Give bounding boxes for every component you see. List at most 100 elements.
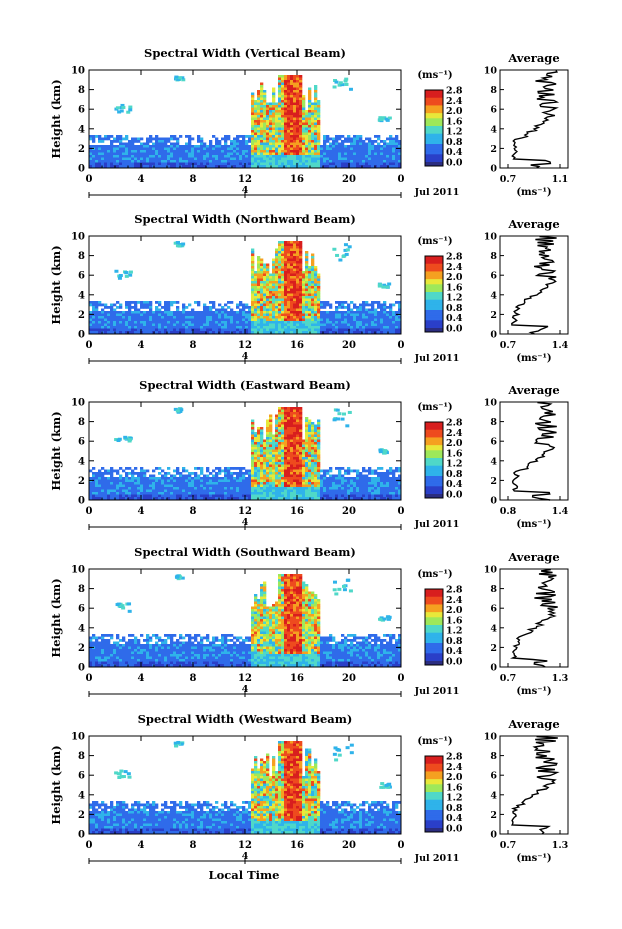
colorbar-tick-label: 1.2 (446, 459, 463, 470)
colorbar-cell (425, 154, 443, 158)
average-unit: (ms⁻¹) (516, 853, 551, 864)
x-tick-label: 16 (290, 673, 304, 684)
x-tick-label: 16 (290, 506, 304, 517)
y-tick-label: 0 (78, 330, 85, 341)
x-tick-label: 16 (290, 174, 304, 185)
panel-3: Spectral Width (Eastward Beam) Height (km… (49, 378, 569, 530)
y-tick-label: 2 (78, 643, 85, 654)
x-tick-label: 12 (238, 506, 252, 517)
panel-title: Spectral Width (Vertical Beam) (144, 46, 346, 60)
colorbar-cell (425, 427, 443, 431)
colorbar-cell (425, 617, 443, 621)
colorbar-tick-label: 2.8 (446, 418, 463, 429)
colorbar-tick-label: 0.4 (446, 313, 463, 324)
colorbar-cell (425, 286, 443, 290)
colorbar-cell (425, 110, 443, 114)
average-unit: (ms⁻¹) (516, 686, 551, 697)
colorbar-cell (425, 297, 443, 301)
colorbar-cell (425, 810, 443, 813)
colorbar-tick-label: 2.0 (446, 438, 463, 449)
colorbar-cell (425, 619, 443, 623)
colorbar-cell (425, 478, 443, 482)
colorbar-cell (425, 627, 443, 631)
y-tick-label: 6 (78, 604, 85, 615)
colorbar-cell (425, 650, 443, 654)
colorbar-tick-label: 2.8 (446, 585, 463, 596)
colorbar-cell (425, 828, 443, 832)
x-tick-label: 0 (86, 673, 93, 684)
colorbar-cell (425, 781, 443, 785)
colorbar-cell (425, 815, 443, 819)
colorbar-unit: (ms⁻¹) (417, 569, 452, 580)
date-label: Jul 2011 (414, 853, 460, 864)
colorbar-cell (425, 149, 443, 153)
colorbar-tick-label: 2.8 (446, 86, 463, 97)
average-title: Average (507, 51, 559, 65)
average-title: Average (507, 217, 559, 231)
colorbar-tick-label: 2.0 (446, 106, 463, 117)
colorbar-cell (425, 284, 443, 288)
average-y-tick-label: 0 (490, 663, 497, 674)
colorbar-cell (425, 95, 443, 99)
average-y-tick-label: 6 (490, 771, 497, 782)
colorbar-frame (424, 89, 444, 167)
colorbar-cell (425, 159, 443, 163)
x-tick-label: 4 (138, 340, 145, 351)
colorbar-cell (425, 133, 443, 137)
colorbar-cell (425, 758, 443, 762)
x-tick-label: 0 (398, 174, 405, 185)
average-y-tick-label: 2 (490, 810, 497, 821)
panel-1: Spectral Width (Vertical Beam) Height (km… (49, 46, 569, 198)
y-tick-label: 10 (71, 66, 85, 77)
average-unit: (ms⁻¹) (516, 187, 551, 198)
colorbar-cell (425, 470, 443, 474)
x-tick-label: 4 (138, 506, 145, 517)
average-profile-line (511, 401, 557, 501)
colorbar-cell (425, 594, 443, 598)
average-y-tick-label: 0 (490, 164, 497, 175)
colorbar-cell (425, 635, 443, 639)
y-tick-label: 2 (78, 144, 85, 155)
colorbar-tick-label: 1.6 (446, 615, 463, 626)
colorbar-tick-label: 0.4 (446, 479, 463, 490)
y-axis-label: Height (km) (49, 79, 63, 158)
colorbar-cell (425, 434, 443, 438)
colorbar-cell (425, 97, 443, 101)
colorbar-tick-label: 2.0 (446, 605, 463, 616)
average-y-tick-label: 6 (490, 105, 497, 116)
colorbar-cell (425, 802, 443, 806)
colorbar-cell (425, 476, 443, 479)
average-y-tick-label: 2 (490, 310, 497, 321)
colorbar-cell (425, 779, 443, 783)
y-tick-label: 4 (78, 790, 85, 801)
colorbar-unit: (ms⁻¹) (417, 402, 452, 413)
colorbar-cell (425, 445, 443, 449)
colorbar-tick-label: 2.8 (446, 252, 463, 263)
x-tick-label: 20 (342, 174, 356, 185)
y-tick-label: 6 (78, 437, 85, 448)
x-tick-label: 8 (190, 340, 197, 351)
colorbar-cell (425, 115, 443, 119)
y-tick-label: 0 (78, 663, 85, 674)
x-tick-label: 12 (238, 174, 252, 185)
colorbar-cell (425, 822, 443, 826)
colorbar-tick-label: 1.6 (446, 448, 463, 459)
colorbar-cell (425, 458, 443, 461)
colorbar-tick-label: 2.4 (446, 96, 463, 107)
colorbar-cell (425, 797, 443, 801)
y-axis-label: Height (km) (49, 745, 63, 824)
y-tick-label: 10 (71, 232, 85, 243)
colorbar-cell (425, 488, 443, 492)
x-tick-label: 20 (342, 840, 356, 851)
average-x-tick-label: 1.3 (552, 673, 569, 684)
panel-5: Spectral Width (Westward Beam) Height (km… (49, 712, 569, 864)
colorbar-cell (425, 658, 443, 662)
colorbar-cell (425, 299, 443, 303)
colorbar-frame (424, 588, 444, 666)
colorbar-frame (424, 755, 444, 833)
y-tick-label: 4 (78, 290, 85, 301)
y-tick-label: 0 (78, 496, 85, 507)
colorbar-cell (425, 784, 443, 788)
colorbar-cell (425, 630, 443, 634)
colorbar-cell (425, 766, 443, 770)
